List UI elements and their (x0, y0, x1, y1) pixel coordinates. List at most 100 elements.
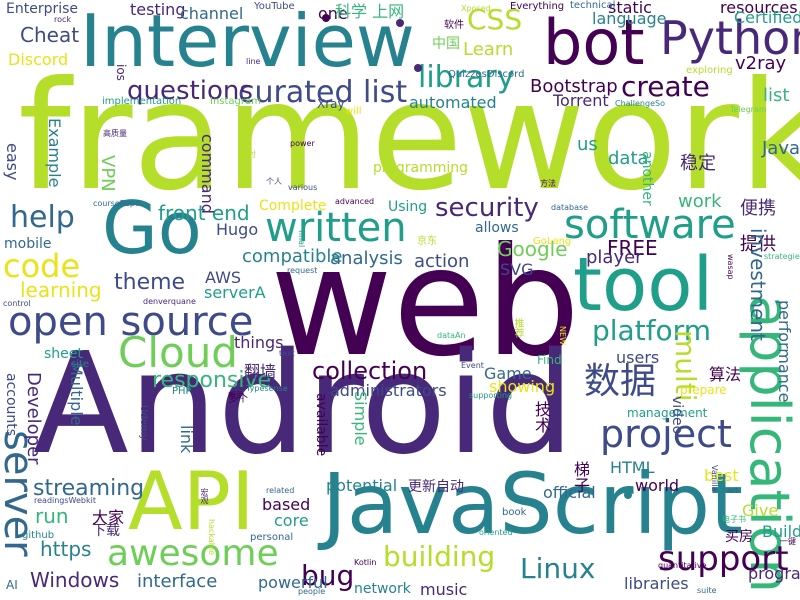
word-multi: multi (669, 330, 702, 402)
word-vanilla: Vanilla (710, 465, 719, 492)
word-https: https (40, 537, 92, 561)
word-curated-list: curated list (238, 75, 408, 110)
word-readingswebkit: readingsWebkit (34, 496, 96, 505)
word-developer: Developer (23, 372, 44, 465)
word-一键: 一键 (780, 537, 796, 546)
word-typesense: Typesense (246, 384, 288, 393)
word-open-source: open source (8, 299, 254, 345)
word-web: web (270, 216, 581, 390)
word-action: action (414, 251, 470, 272)
word-data: data (608, 148, 649, 169)
word-management: management (627, 406, 708, 420)
word-certified: Certified (734, 8, 800, 27)
word-科学-上网: 科学 上网 (335, 2, 405, 21)
word-database: database (551, 203, 589, 212)
word-技术: 技术 (532, 401, 551, 433)
word-更新自动: 更新自动 (408, 479, 464, 495)
word-hackable: hackable (207, 519, 216, 555)
word-testing: testing (130, 0, 186, 19)
word-things: things (234, 333, 284, 352)
word-text: text (279, 349, 295, 358)
word-discord: Discord (8, 50, 69, 69)
word-application: application (738, 295, 800, 593)
bullet-dot (396, 19, 404, 27)
word-linux: Linux (520, 552, 596, 585)
word-方法: 方法 (540, 179, 556, 188)
word-challengeso: ChallengeSo (615, 99, 665, 108)
word-request: request (287, 266, 318, 275)
word-based: based (262, 495, 311, 514)
word-python: Python (660, 11, 800, 65)
word-libraries: libraries (624, 574, 689, 593)
word-investment: investment (746, 228, 770, 341)
word-strategies: strategies (764, 252, 800, 261)
word-learn: Learn (463, 39, 514, 60)
word-css: CSS (467, 3, 523, 36)
word-streaming: streaming (33, 476, 145, 501)
word-technical: technical (570, 0, 616, 11)
word-automated: automated (409, 93, 497, 112)
word-ai: AI (6, 578, 18, 592)
word-powerful: powerful (258, 573, 328, 592)
word-users: users (616, 348, 660, 367)
word-event: Event (461, 361, 484, 370)
word-written: written (265, 205, 407, 251)
word-v2ray: v2ray (735, 53, 787, 74)
word-软件: 软件 (444, 20, 464, 31)
word-ios: ios (114, 64, 128, 81)
word-programming: programming (373, 160, 469, 176)
word-go: Go (102, 186, 202, 270)
word-will: will (345, 106, 362, 117)
word-simple: Simple (351, 391, 370, 446)
word-showing: showing (489, 377, 556, 396)
word-programs: programs (748, 564, 800, 583)
word-front-end: front end (158, 201, 250, 225)
word-bot: bot (543, 6, 645, 79)
word-提供: 提供 (740, 234, 776, 255)
word-analysis: analysis (330, 248, 403, 269)
word-music: music (420, 580, 468, 599)
word-compatible: compatible (242, 246, 343, 267)
word-administrators: administrators (330, 381, 447, 400)
word-javascript: JavaScript (322, 455, 744, 553)
word-allows: allows (475, 220, 519, 236)
word-java: Java (762, 138, 800, 159)
word-便携: 便携 (740, 198, 776, 219)
word-control: control (3, 299, 31, 308)
word-channel: channel (180, 4, 244, 23)
word-easy: easy (3, 143, 22, 181)
word-udemy: Udemy (138, 405, 149, 441)
word-official: official (543, 483, 596, 502)
word-稳定: 稳定 (680, 153, 716, 174)
word-wasap: wasap (726, 254, 735, 280)
word-advanced: advanced (335, 197, 375, 206)
word-instagram: Instagram (210, 96, 261, 107)
word-梯子: 梯子 (571, 461, 590, 493)
word-enterprise: Enterprise (6, 1, 79, 17)
word-算法: 算法 (709, 365, 742, 384)
word-find: Find (537, 353, 562, 367)
word-give: Give (742, 501, 779, 520)
word-大家: 大家 (92, 508, 125, 527)
word-personal: personal (250, 532, 294, 543)
word-dataan: dataAn (437, 331, 466, 340)
word-video: video (669, 396, 685, 435)
word-帮助: 帮助 (228, 391, 244, 400)
word-run: run (35, 504, 69, 528)
bullet-dot (322, 14, 330, 22)
word-prepare: prepare (680, 383, 727, 397)
word-api: API (128, 455, 255, 548)
word-code: code (3, 247, 81, 285)
word-telegram: Telegram (730, 105, 767, 114)
word-another: another (639, 151, 655, 206)
word-building: building (383, 540, 496, 573)
word-supporting: supporting (469, 391, 513, 400)
word-game: Game (484, 364, 532, 383)
word-performance: performance (775, 300, 794, 403)
word-power: power (290, 139, 315, 148)
word-accounts: accounts (3, 373, 19, 437)
word-platform: platform (592, 314, 711, 347)
word-command: command (198, 134, 217, 214)
word-responsive: responsive (152, 368, 272, 393)
word-framework: framework (18, 50, 800, 224)
